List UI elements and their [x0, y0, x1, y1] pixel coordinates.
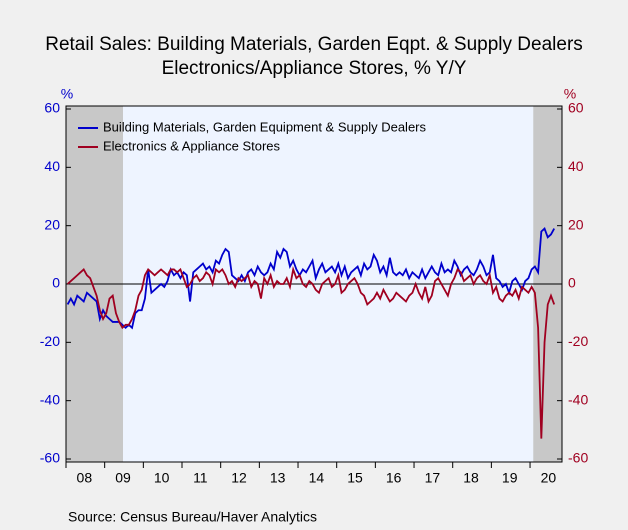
series-line — [66, 227, 555, 330]
x-tick-label: 15 — [347, 470, 363, 486]
x-tick-label: 19 — [502, 470, 518, 486]
x-tick-label: 09 — [115, 470, 131, 486]
y2-tick-label: 60 — [568, 100, 584, 116]
x-tick-label: 13 — [270, 470, 286, 486]
y2-tick-label: 20 — [568, 216, 584, 232]
y2-tick-label: -60 — [568, 450, 588, 466]
legend-label: Electronics & Appliance Stores — [103, 138, 281, 153]
x-tick-label: 18 — [463, 470, 479, 486]
chart-title: Retail Sales: Building Materials, Garden… — [45, 34, 583, 55]
x-tick-label: 12 — [231, 470, 247, 486]
y2-tick-label: 0 — [568, 275, 576, 291]
legend-label: Building Materials, Garden Equipment & S… — [103, 119, 427, 134]
plot-area: -60 -40 -20 0 20 40 60 -60 -40 -20 0 20 40 60 08 09 10 11… — [40, 100, 589, 486]
source-note: Source: Census Bureau/Haver Analytics — [68, 509, 317, 525]
chart-subtitle: Electronics/Appliance Stores, % Y/Y — [162, 58, 467, 79]
x-tick-label: 10 — [154, 470, 170, 486]
series-line — [67, 266, 556, 439]
y-tick-label: 20 — [44, 216, 60, 232]
y2-axis-label: % — [564, 86, 576, 102]
y-tick-label: -60 — [40, 450, 60, 466]
y-axis-label: % — [61, 86, 73, 102]
x-tick-label: 20 — [541, 470, 557, 486]
y-tick-label: 60 — [44, 100, 60, 116]
x-tick-label: 17 — [425, 470, 441, 486]
x-tick-label: 14 — [309, 470, 325, 486]
x-tick-label: 16 — [386, 470, 402, 486]
x-tick-label: 11 — [193, 470, 208, 486]
x-tick-label: 08 — [77, 470, 93, 486]
y2-tick-label: -40 — [568, 391, 588, 407]
y-tick-label: -40 — [40, 391, 60, 407]
y-tick-label: -20 — [40, 333, 60, 349]
y-tick-label: 0 — [52, 275, 60, 291]
y2-tick-label: -20 — [568, 333, 588, 349]
y2-tick-label: 40 — [568, 158, 584, 174]
y-tick-label: 40 — [44, 158, 60, 174]
